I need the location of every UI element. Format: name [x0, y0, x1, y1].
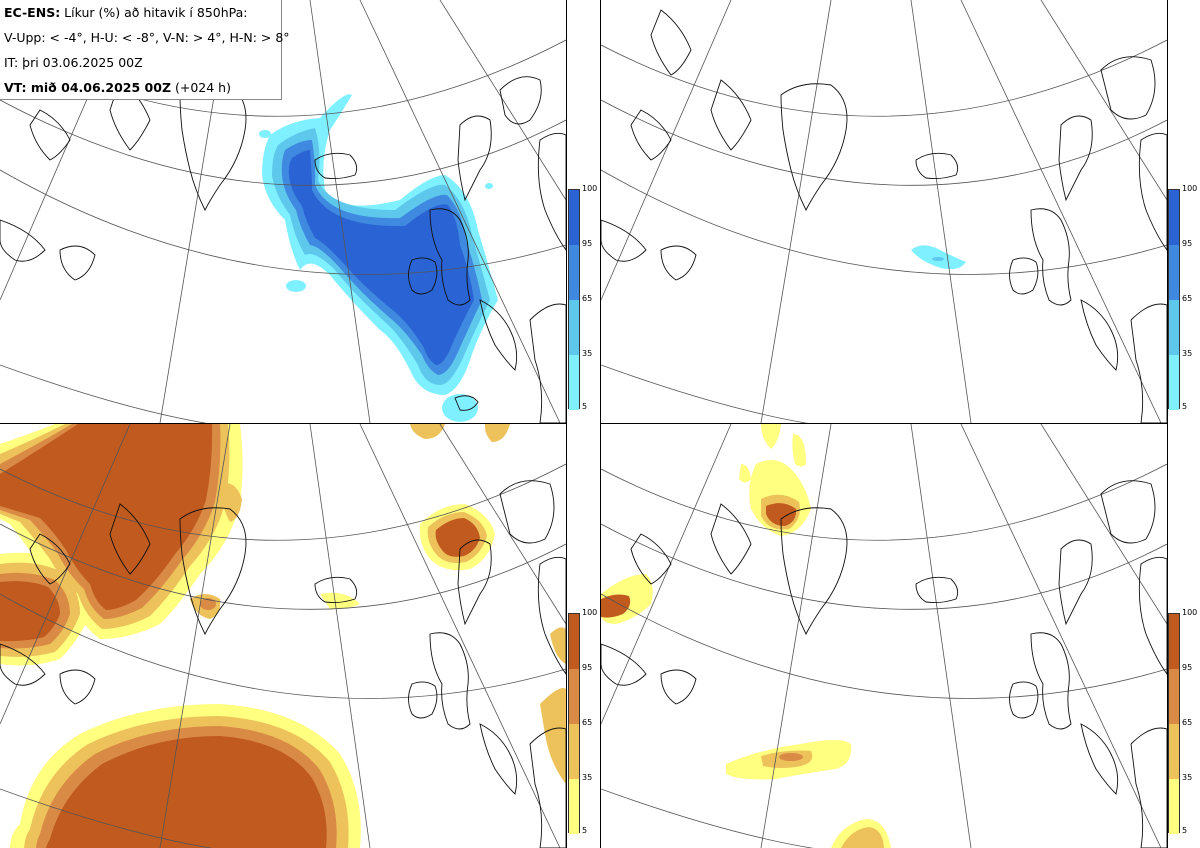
- colorbar-tick: 5: [582, 826, 588, 835]
- map-panel-bottom-left: [0, 424, 567, 848]
- colorbar-tick: 35: [582, 773, 593, 782]
- colorbar-segment: [569, 190, 579, 245]
- colorbar-segment: [569, 245, 579, 300]
- colorbar-segment: [1169, 779, 1179, 834]
- graticule: [601, 424, 1167, 848]
- colorbar-warm-bottom-left: 100 95 65 35 5: [568, 608, 608, 843]
- map-bottom-left: [0, 424, 566, 848]
- colorbar-tick: 95: [582, 239, 593, 248]
- colorbar-segment: [1169, 300, 1179, 355]
- probability-field-cold: [911, 245, 966, 270]
- map-bottom-right: [601, 424, 1167, 848]
- colorbar-segment: [1169, 190, 1179, 245]
- colorbar-segment: [569, 724, 579, 779]
- colorbar-segment: [1169, 669, 1179, 724]
- coastlines: [601, 480, 1167, 848]
- colorbar-tick: 65: [1182, 718, 1193, 727]
- colorbar-segment: [569, 355, 579, 410]
- colorbar-tick: 65: [1182, 294, 1193, 303]
- colorbar-segment: [1169, 245, 1179, 300]
- header-line-4: VT: mið 04.06.2025 00Z (+024 h): [4, 80, 231, 95]
- colorbar-tick: 100: [582, 184, 598, 193]
- colorbar-segment: [1169, 355, 1179, 410]
- colorbar-tick: 5: [1182, 826, 1188, 835]
- map-top-left: [0, 0, 566, 423]
- colorbar-segment: [569, 669, 579, 724]
- graticule: [0, 0, 566, 423]
- header-line-1: EC-ENS: Líkur (%) að hitavik í 850hPa:: [4, 5, 248, 20]
- colorbar-segment: [569, 300, 579, 355]
- header-line-2: V-Upp: < -4°, H-U: < -8°, V-N: > 4°, H-N…: [4, 30, 290, 45]
- colorbar-segment: [569, 614, 579, 669]
- colorbar-segment: [1169, 614, 1179, 669]
- map-panel-top-right: [600, 0, 1168, 424]
- colorbar-warm-bottom-right: 100 95 65 35 5: [1168, 608, 1200, 843]
- colorbar-segment: [1169, 724, 1179, 779]
- colorbar-tick: 35: [582, 349, 593, 358]
- colorbar-segment: [569, 779, 579, 834]
- colorbar-tick: 35: [1182, 773, 1193, 782]
- colorbar-tick: 100: [1182, 608, 1198, 617]
- colorbar-cold-top-right: 100 95 65 35 5: [1168, 184, 1200, 419]
- map-panel-top-left: EC-ENS: Líkur (%) að hitavik í 850hPa: V…: [0, 0, 567, 424]
- probability-field-warm: [0, 424, 566, 848]
- colorbar-cold-top-left: 100 95 65 35 5: [568, 184, 608, 419]
- probability-field-cold: [259, 94, 498, 422]
- colorbar-ramp: [1168, 189, 1180, 410]
- colorbar-ramp: [568, 189, 580, 410]
- probability-field-warm: [601, 424, 891, 848]
- colorbar-tick: 5: [582, 402, 588, 411]
- colorbar-tick: 100: [582, 608, 598, 617]
- map-info-box: EC-ENS: Líkur (%) að hitavik í 850hPa: V…: [0, 0, 290, 100]
- header-line-3: IT: þri 03.06.2025 00Z: [4, 55, 143, 70]
- coastlines: [0, 480, 566, 848]
- colorbar-tick: 65: [582, 294, 593, 303]
- map-top-right: [601, 0, 1167, 423]
- graticule: [0, 424, 566, 848]
- colorbar-ramp: [568, 613, 580, 834]
- coastlines: [601, 9, 1167, 423]
- colorbar-tick: 95: [1182, 239, 1193, 248]
- colorbar-tick: 95: [1182, 663, 1193, 672]
- colorbar-tick: 65: [582, 718, 593, 727]
- colorbar-tick: 95: [582, 663, 593, 672]
- colorbar-tick: 5: [1182, 402, 1188, 411]
- colorbar-ramp: [1168, 613, 1180, 834]
- map-panel-bottom-right: [600, 424, 1168, 848]
- graticule: [601, 0, 1167, 423]
- colorbar-tick: 35: [1182, 349, 1193, 358]
- colorbar-tick: 100: [1182, 184, 1198, 193]
